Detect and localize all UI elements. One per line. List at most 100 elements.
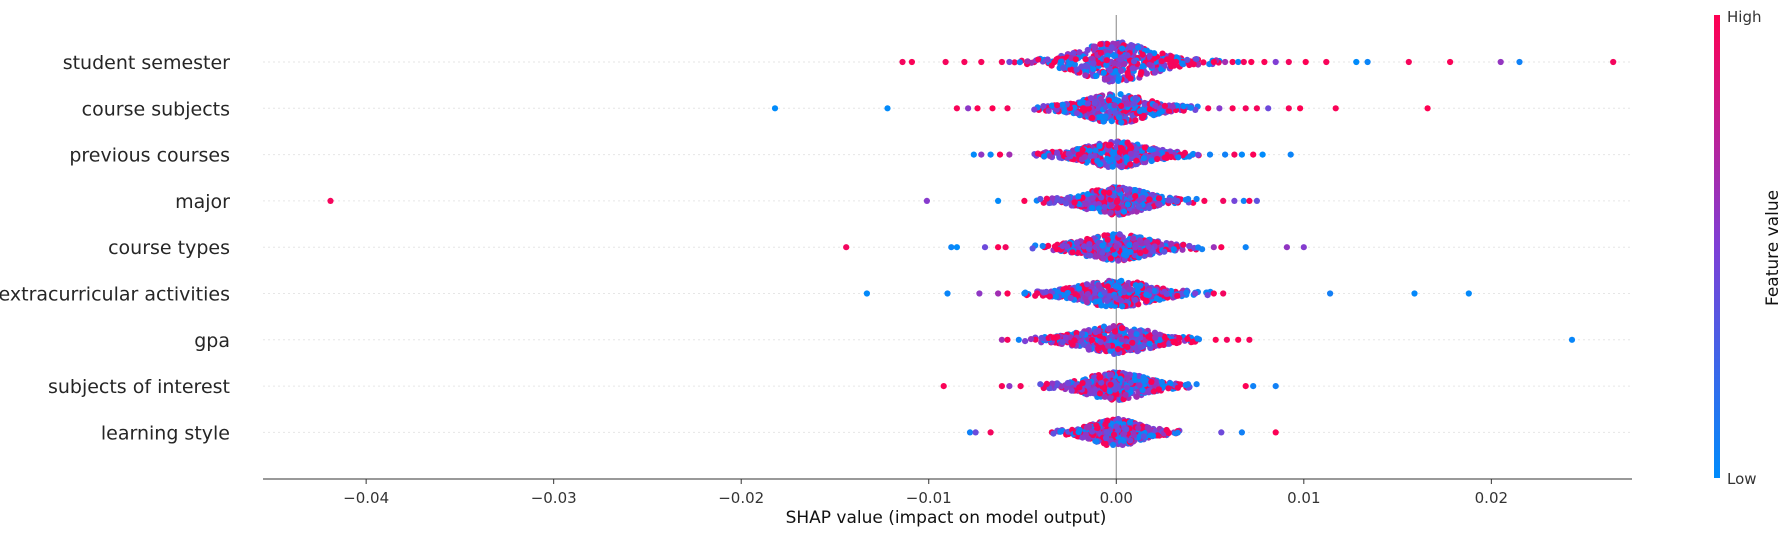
shap-point bbox=[1062, 200, 1070, 207]
shap-point bbox=[1117, 56, 1124, 63]
shap-point bbox=[1054, 149, 1061, 156]
shap-point bbox=[1123, 186, 1130, 193]
shap-point bbox=[1107, 255, 1114, 262]
shap-point bbox=[1146, 204, 1153, 212]
shap-point bbox=[1095, 327, 1102, 334]
shap-point bbox=[1086, 252, 1094, 259]
shap-point bbox=[1186, 243, 1193, 250]
shap-point bbox=[1169, 103, 1176, 110]
shap-point bbox=[1120, 208, 1128, 215]
shap-point bbox=[1154, 432, 1161, 439]
colorbar-low-label: Low bbox=[1727, 470, 1757, 488]
shap-point bbox=[1145, 243, 1153, 250]
shap-point bbox=[1098, 194, 1105, 201]
shap-point bbox=[1104, 76, 1111, 83]
shap-point bbox=[1139, 51, 1146, 58]
shap-point bbox=[1060, 64, 1067, 72]
shap-point bbox=[1167, 153, 1175, 161]
shap-point bbox=[1205, 105, 1212, 112]
shap-point bbox=[1132, 282, 1139, 289]
shap-point bbox=[1089, 204, 1096, 212]
feature-label: major bbox=[175, 191, 230, 213]
shap-point bbox=[1049, 380, 1056, 387]
shap-point bbox=[1134, 44, 1142, 51]
shap-point bbox=[1114, 154, 1121, 161]
shap-point bbox=[1087, 387, 1094, 394]
shap-point bbox=[1092, 287, 1099, 294]
feature-label: learning style bbox=[101, 422, 230, 444]
shap-point bbox=[1118, 277, 1125, 284]
shap-point bbox=[948, 244, 955, 251]
shap-point bbox=[1004, 105, 1011, 112]
shap-point bbox=[1049, 195, 1056, 202]
shap-point bbox=[1133, 157, 1140, 164]
feature-label: student semester bbox=[63, 52, 230, 74]
shap-point bbox=[1078, 156, 1085, 163]
shap-point bbox=[1146, 61, 1153, 68]
shap-point bbox=[1240, 58, 1247, 66]
shap-point bbox=[1170, 339, 1177, 346]
shap-point bbox=[884, 105, 891, 112]
shap-point bbox=[1238, 151, 1245, 158]
shap-point bbox=[1060, 108, 1068, 115]
shap-point bbox=[1152, 378, 1160, 385]
shap-point bbox=[1172, 58, 1180, 65]
shap-point bbox=[1300, 244, 1307, 251]
shap-point bbox=[1179, 60, 1186, 67]
shap-point bbox=[1099, 249, 1106, 256]
shap-point bbox=[1104, 236, 1111, 243]
shap-point bbox=[1064, 290, 1071, 297]
shap-point bbox=[1287, 151, 1294, 158]
shap-point bbox=[1130, 432, 1137, 439]
shap-point bbox=[1039, 242, 1046, 250]
x-tick-label: −0.01 bbox=[906, 489, 952, 507]
shap-point bbox=[1085, 379, 1092, 387]
shap-point bbox=[1165, 107, 1173, 114]
shap-point bbox=[1137, 343, 1144, 351]
shap-point bbox=[1106, 388, 1113, 395]
shap-point bbox=[1118, 163, 1126, 170]
shap-point bbox=[1122, 94, 1129, 101]
shap-point bbox=[1161, 248, 1168, 255]
shap-point bbox=[1143, 291, 1150, 298]
shap-point bbox=[940, 383, 947, 390]
shap-point bbox=[1129, 339, 1136, 346]
shap-point bbox=[1073, 330, 1080, 337]
shap-point bbox=[1158, 378, 1165, 386]
shap-point bbox=[1119, 303, 1126, 310]
shap-point bbox=[1139, 194, 1146, 202]
shap-point bbox=[1131, 100, 1138, 107]
shap-point bbox=[1158, 108, 1165, 115]
shap-point bbox=[1075, 285, 1083, 292]
x-tick-label: −0.02 bbox=[718, 489, 764, 507]
shap-point bbox=[1272, 383, 1279, 390]
shap-point bbox=[1115, 186, 1122, 193]
shap-point bbox=[1272, 58, 1279, 66]
shap-point bbox=[1151, 329, 1158, 336]
shap-point bbox=[1151, 69, 1158, 76]
feature-row-points bbox=[899, 39, 1617, 85]
shap-point bbox=[1126, 419, 1134, 426]
shap-point bbox=[1076, 384, 1083, 391]
shap-point bbox=[1133, 331, 1140, 338]
shap-point bbox=[1093, 422, 1100, 429]
shap-point bbox=[1133, 145, 1140, 152]
shap-point bbox=[1140, 377, 1147, 384]
shap-point bbox=[1126, 242, 1133, 249]
colorbar-gradient bbox=[1714, 15, 1720, 478]
shap-point bbox=[1146, 340, 1153, 347]
shap-point bbox=[1021, 197, 1028, 204]
shap-point bbox=[1126, 142, 1133, 149]
shap-point bbox=[1117, 375, 1124, 382]
shap-point bbox=[1111, 102, 1118, 109]
shap-point bbox=[1497, 58, 1504, 66]
feature-row-points bbox=[327, 184, 1260, 218]
shap-point bbox=[1424, 105, 1431, 112]
shap-point bbox=[1112, 282, 1119, 289]
shap-point bbox=[1116, 231, 1123, 238]
shap-point bbox=[1173, 198, 1180, 205]
shap-point bbox=[1078, 330, 1086, 337]
shap-point bbox=[1110, 441, 1117, 448]
shap-point bbox=[1101, 232, 1108, 239]
shap-point bbox=[1040, 103, 1047, 110]
